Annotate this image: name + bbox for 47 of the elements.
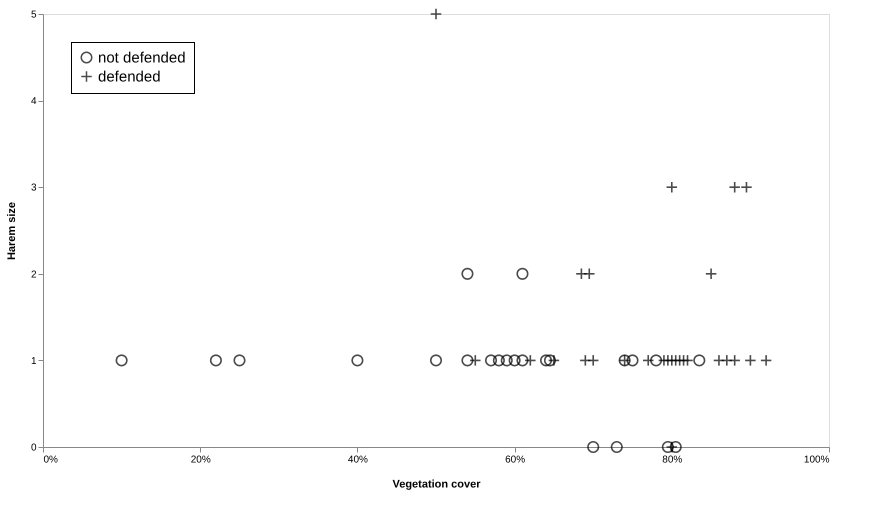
point: [516, 268, 529, 280]
point: [544, 354, 556, 366]
x-tick-label: 20%: [190, 454, 211, 466]
x-tick-label: 100%: [804, 454, 830, 466]
y-tick-label: 3: [30, 182, 37, 194]
y-tick-label: 5: [30, 10, 37, 20]
point: [666, 440, 678, 454]
point: [728, 181, 741, 194]
point: [681, 354, 694, 366]
point: [728, 354, 741, 366]
y-axis-title: Harem size: [6, 202, 18, 260]
point: [760, 354, 772, 366]
point: [626, 354, 639, 366]
point: [740, 181, 753, 194]
y-tick-label: 4: [30, 96, 37, 108]
point: [587, 354, 600, 366]
point: [670, 440, 682, 454]
point: [666, 181, 678, 194]
point: [500, 354, 513, 366]
y-tick-label: 1: [30, 356, 37, 367]
point: [492, 354, 505, 366]
point: [693, 354, 706, 366]
point: [484, 354, 498, 366]
x-tick-label: 60%: [505, 454, 526, 466]
x-tick-label: 40%: [348, 454, 368, 466]
point: [116, 354, 128, 366]
point: [233, 354, 246, 366]
x-tick-label: 0%: [44, 454, 58, 466]
legend-label: not defended: [98, 50, 186, 66]
y-tick-label: 0: [30, 442, 37, 454]
point: [642, 354, 654, 366]
point: [210, 354, 222, 366]
point: [583, 268, 596, 280]
point: [430, 354, 442, 366]
point: [705, 268, 718, 280]
point: [610, 440, 623, 454]
x-tick-label: 80%: [662, 454, 682, 466]
point: [662, 440, 674, 454]
point: [430, 8, 442, 20]
x-axis-title: Vegetation cover: [392, 478, 482, 490]
point: [351, 354, 364, 366]
point: [508, 354, 521, 366]
point: [744, 354, 756, 366]
legend-label: defended: [98, 68, 161, 86]
point: [587, 440, 600, 454]
point: [461, 268, 474, 280]
y-tick-label: 2: [30, 269, 37, 280]
